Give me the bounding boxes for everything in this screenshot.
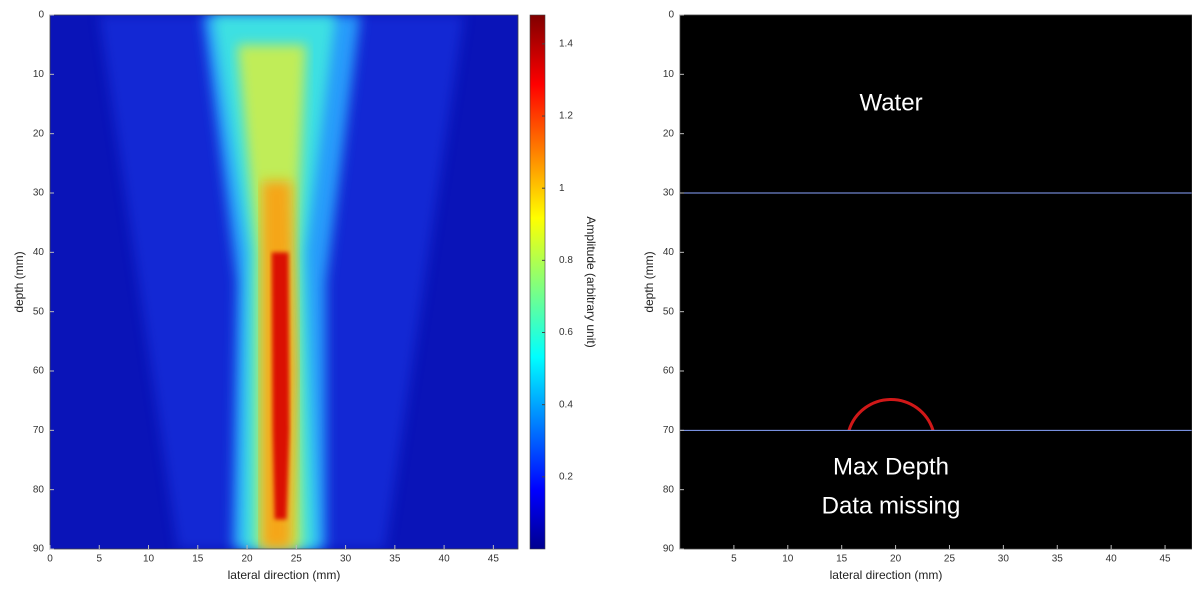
y-tick-label: 40 xyxy=(663,247,675,258)
annotation: Max Depth xyxy=(833,454,949,481)
colorbar-tick-label: 0.6 xyxy=(559,327,573,338)
x-tick-label: 5 xyxy=(731,554,737,565)
x-tick-label: 5 xyxy=(96,554,102,565)
y-tick-label: 80 xyxy=(663,484,675,495)
x-tick-label: 15 xyxy=(192,554,204,565)
y-tick-label: 70 xyxy=(33,425,45,436)
y-tick-label: 40 xyxy=(33,247,45,258)
x-tick-label: 20 xyxy=(241,554,253,565)
colorbar xyxy=(529,14,546,550)
y-tick-label: 60 xyxy=(663,366,675,377)
y-tick-label: 50 xyxy=(33,306,45,317)
x-tick-label: 15 xyxy=(836,554,848,565)
x-tick-label: 25 xyxy=(291,554,303,565)
y-tick-label: 0 xyxy=(38,10,44,21)
beam-layer xyxy=(271,252,290,520)
y-tick-label: 30 xyxy=(33,188,45,199)
colorbar-tick-label: 0.4 xyxy=(559,399,573,410)
x-tick-label: 45 xyxy=(488,554,500,565)
ultrasound-image xyxy=(680,15,1192,549)
y-tick-label: 10 xyxy=(663,69,675,80)
annotation: Data missing xyxy=(822,493,961,520)
y-tick-label: 60 xyxy=(33,366,45,377)
y-tick-label: 20 xyxy=(663,128,675,139)
red-arc xyxy=(847,398,935,431)
x-tick-label: 40 xyxy=(1106,554,1118,565)
x-tick-label: 35 xyxy=(389,554,401,565)
x-tick-label: 30 xyxy=(340,554,352,565)
y-tick-label: 50 xyxy=(663,306,675,317)
y-axis-label: depth (mm) xyxy=(12,251,26,312)
y-tick-label: 90 xyxy=(663,544,675,555)
x-tick-label: 0 xyxy=(47,554,53,565)
axes-frame xyxy=(679,14,1192,550)
x-tick-label: 35 xyxy=(1052,554,1064,565)
y-tick-label: 0 xyxy=(668,10,674,21)
y-tick-label: 10 xyxy=(33,69,45,80)
colorbar-label: Amplitude (arbitrary unit) xyxy=(584,216,598,347)
x-axis-label: lateral direction (mm) xyxy=(830,568,943,582)
annotation: Water xyxy=(859,89,922,116)
axes-frame xyxy=(49,14,519,550)
colorbar-tick-label: 1.2 xyxy=(559,111,573,122)
heatmap-image xyxy=(50,15,518,549)
colorbar-tick-label: 1.4 xyxy=(559,39,573,50)
x-tick-label: 45 xyxy=(1159,554,1171,565)
colorbar-tick-label: 1 xyxy=(559,183,565,194)
y-tick-label: 70 xyxy=(663,425,675,436)
x-tick-label: 20 xyxy=(890,554,902,565)
y-tick-label: 30 xyxy=(663,188,675,199)
x-tick-label: 10 xyxy=(143,554,155,565)
x-tick-label: 10 xyxy=(782,554,794,565)
y-tick-label: 80 xyxy=(33,484,45,495)
x-tick-label: 30 xyxy=(998,554,1010,565)
y-tick-label: 20 xyxy=(33,128,45,139)
x-tick-label: 40 xyxy=(439,554,451,565)
y-tick-label: 90 xyxy=(33,544,45,555)
colorbar-tick-label: 0.8 xyxy=(559,255,573,266)
x-tick-label: 25 xyxy=(944,554,956,565)
y-axis-label: depth (mm) xyxy=(642,251,656,312)
colorbar-tick-label: 0.2 xyxy=(559,471,573,482)
speckle xyxy=(680,193,1192,431)
x-axis-label: lateral direction (mm) xyxy=(228,568,341,582)
